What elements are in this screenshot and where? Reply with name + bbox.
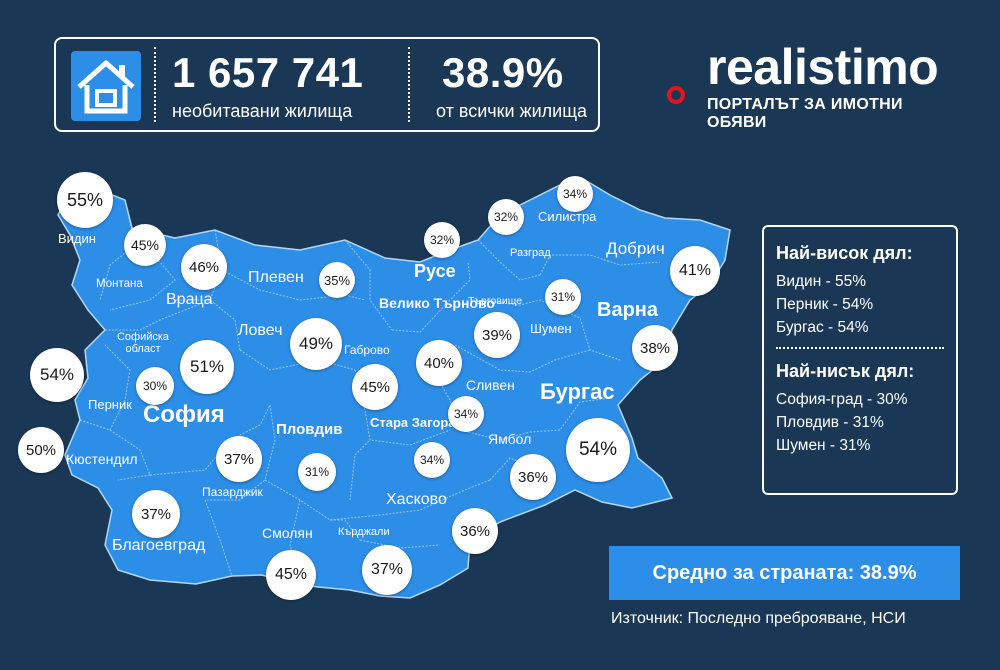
panel-divider [776, 347, 944, 349]
region-label-varna: Варна [597, 299, 658, 321]
pct-badge-plovdiv: 31% [298, 453, 336, 491]
house-icon [71, 51, 141, 121]
lowest-item: Шумен - 31% [776, 437, 871, 454]
pct-badge-ruse: 32% [424, 222, 460, 258]
stats-header-box: 1 657 741 необитавани жилища 38.9% от вс… [54, 37, 600, 132]
pct-badge-razgrad: 32% [488, 199, 524, 235]
region-label-haskovo: Хасково [386, 491, 447, 508]
highest-title: Най-висок дял: [776, 243, 913, 263]
pct-badge-kyustendil: 50% [18, 427, 64, 473]
region-label-ruse: Русе [414, 261, 456, 281]
pct-badge-gabrovo: 45% [352, 364, 398, 410]
pct-badge-pleven: 35% [319, 262, 355, 298]
region-label-pleven: Плевен [248, 269, 304, 286]
highest-item: Бургас - 54% [776, 319, 869, 336]
region-label-dobrich: Добрич [606, 239, 665, 258]
pct-badge-vidin: 55% [57, 172, 113, 228]
pct-badge-lovech: 49% [290, 318, 342, 370]
region-label-sofia-city: София [143, 401, 225, 428]
pct-badge-haskovo: 36% [452, 508, 498, 554]
region-label-vratsa: Враца [166, 291, 213, 308]
pct-badge-veliko-tarnovo: 40% [416, 340, 462, 386]
lowest-item: София-град - 30% [776, 391, 908, 408]
extremes-panel: Най-висок дял: Видин - 55% Перник - 54% … [762, 225, 958, 495]
region-label-pazardzhik: Пазарджик [202, 485, 263, 499]
region-label-sliven: Сливен [466, 377, 515, 393]
pct-badge-burgas: 54% [566, 418, 630, 482]
pct-badge-vratsa: 46% [181, 244, 227, 290]
region-label-vidin: Видин [58, 231, 96, 246]
region-label-gabrovo: Габрово [344, 343, 390, 357]
logo-tagline: ПОРТАЛЪТ ЗА ИМОТНИ ОБЯВИ [707, 96, 903, 131]
vacant-count-caption: необитавани жилища [172, 101, 353, 121]
header-divider [154, 47, 156, 122]
pct-badge-targovishte: 39% [474, 312, 520, 358]
region-label-smolyan: Смолян [262, 525, 313, 541]
pct-badge-sofia-province: 51% [180, 340, 234, 394]
realistimo-logo: realistimo ПОРТАЛЪТ ЗА ИМОТНИ ОБЯВИ [667, 38, 957, 131]
pct-badge-pazardzhik: 37% [216, 436, 262, 482]
region-label-kardzhali: Кърджали [338, 526, 390, 538]
pct-badge-montana: 45% [124, 224, 166, 266]
vacant-percent-caption: от всички жилища [436, 101, 588, 121]
pct-badge-yambol: 36% [510, 454, 556, 500]
pct-badge-shumen: 31% [545, 279, 581, 315]
region-label-pernik: Перник [88, 397, 132, 412]
pct-badge-silistra: 34% [557, 176, 593, 212]
region-label-veliko-tarnovo: Велико Търново [379, 295, 495, 311]
region-label-burgas: Бургас [540, 379, 615, 404]
lowest-item: Пловдив - 31% [776, 414, 884, 431]
source-note: Източник: Последно преброяване, НСИ [611, 610, 906, 627]
vacant-count: 1 657 741 [172, 49, 364, 96]
region-label-montana: Монтана [96, 278, 143, 290]
region-label-kyustendil: Кюстендил [66, 451, 138, 467]
lowest-title: Най-нисък дял: [776, 361, 915, 381]
region-label-targovishte: Търговище [468, 295, 523, 307]
pct-badge-kardzhali: 37% [362, 545, 412, 595]
region-label-plovdiv: Пловдив [276, 421, 343, 438]
region-label-shumen: Шумен [530, 321, 572, 336]
logo-ring-mark [667, 86, 685, 104]
pct-badge-dobrich: 41% [670, 246, 720, 296]
pct-badge-varna: 38% [632, 325, 678, 371]
pct-badge-stara-zagora: 34% [414, 442, 450, 478]
region-label-sofia-province: Софийска област [116, 331, 170, 355]
pct-badge-pernik: 54% [30, 348, 84, 402]
pct-badge-sliven: 34% [448, 396, 484, 432]
region-label-razgrad: Разград [510, 247, 551, 259]
pct-badge-smolyan: 45% [266, 550, 316, 600]
region-label-yambol: Ямбол [488, 431, 532, 447]
vacant-percent: 38.9% [442, 49, 564, 96]
pct-badge-blagoevgrad: 37% [132, 490, 180, 538]
national-average-box: Средно за страната: 38.9% [609, 546, 960, 600]
logo-wordmark: realistimo [707, 39, 939, 95]
header-divider [408, 47, 410, 122]
highest-item: Перник - 54% [776, 296, 874, 313]
highest-item: Видин - 55% [776, 273, 867, 290]
region-label-lovech: Ловеч [238, 322, 283, 339]
region-label-blagoevgrad: Благоевград [112, 537, 206, 554]
region-label-silistra: Силистра [538, 209, 597, 224]
pct-badge-sofia-city: 30% [136, 367, 174, 405]
region-label-stara-zagora: Стара Загора [370, 415, 456, 430]
